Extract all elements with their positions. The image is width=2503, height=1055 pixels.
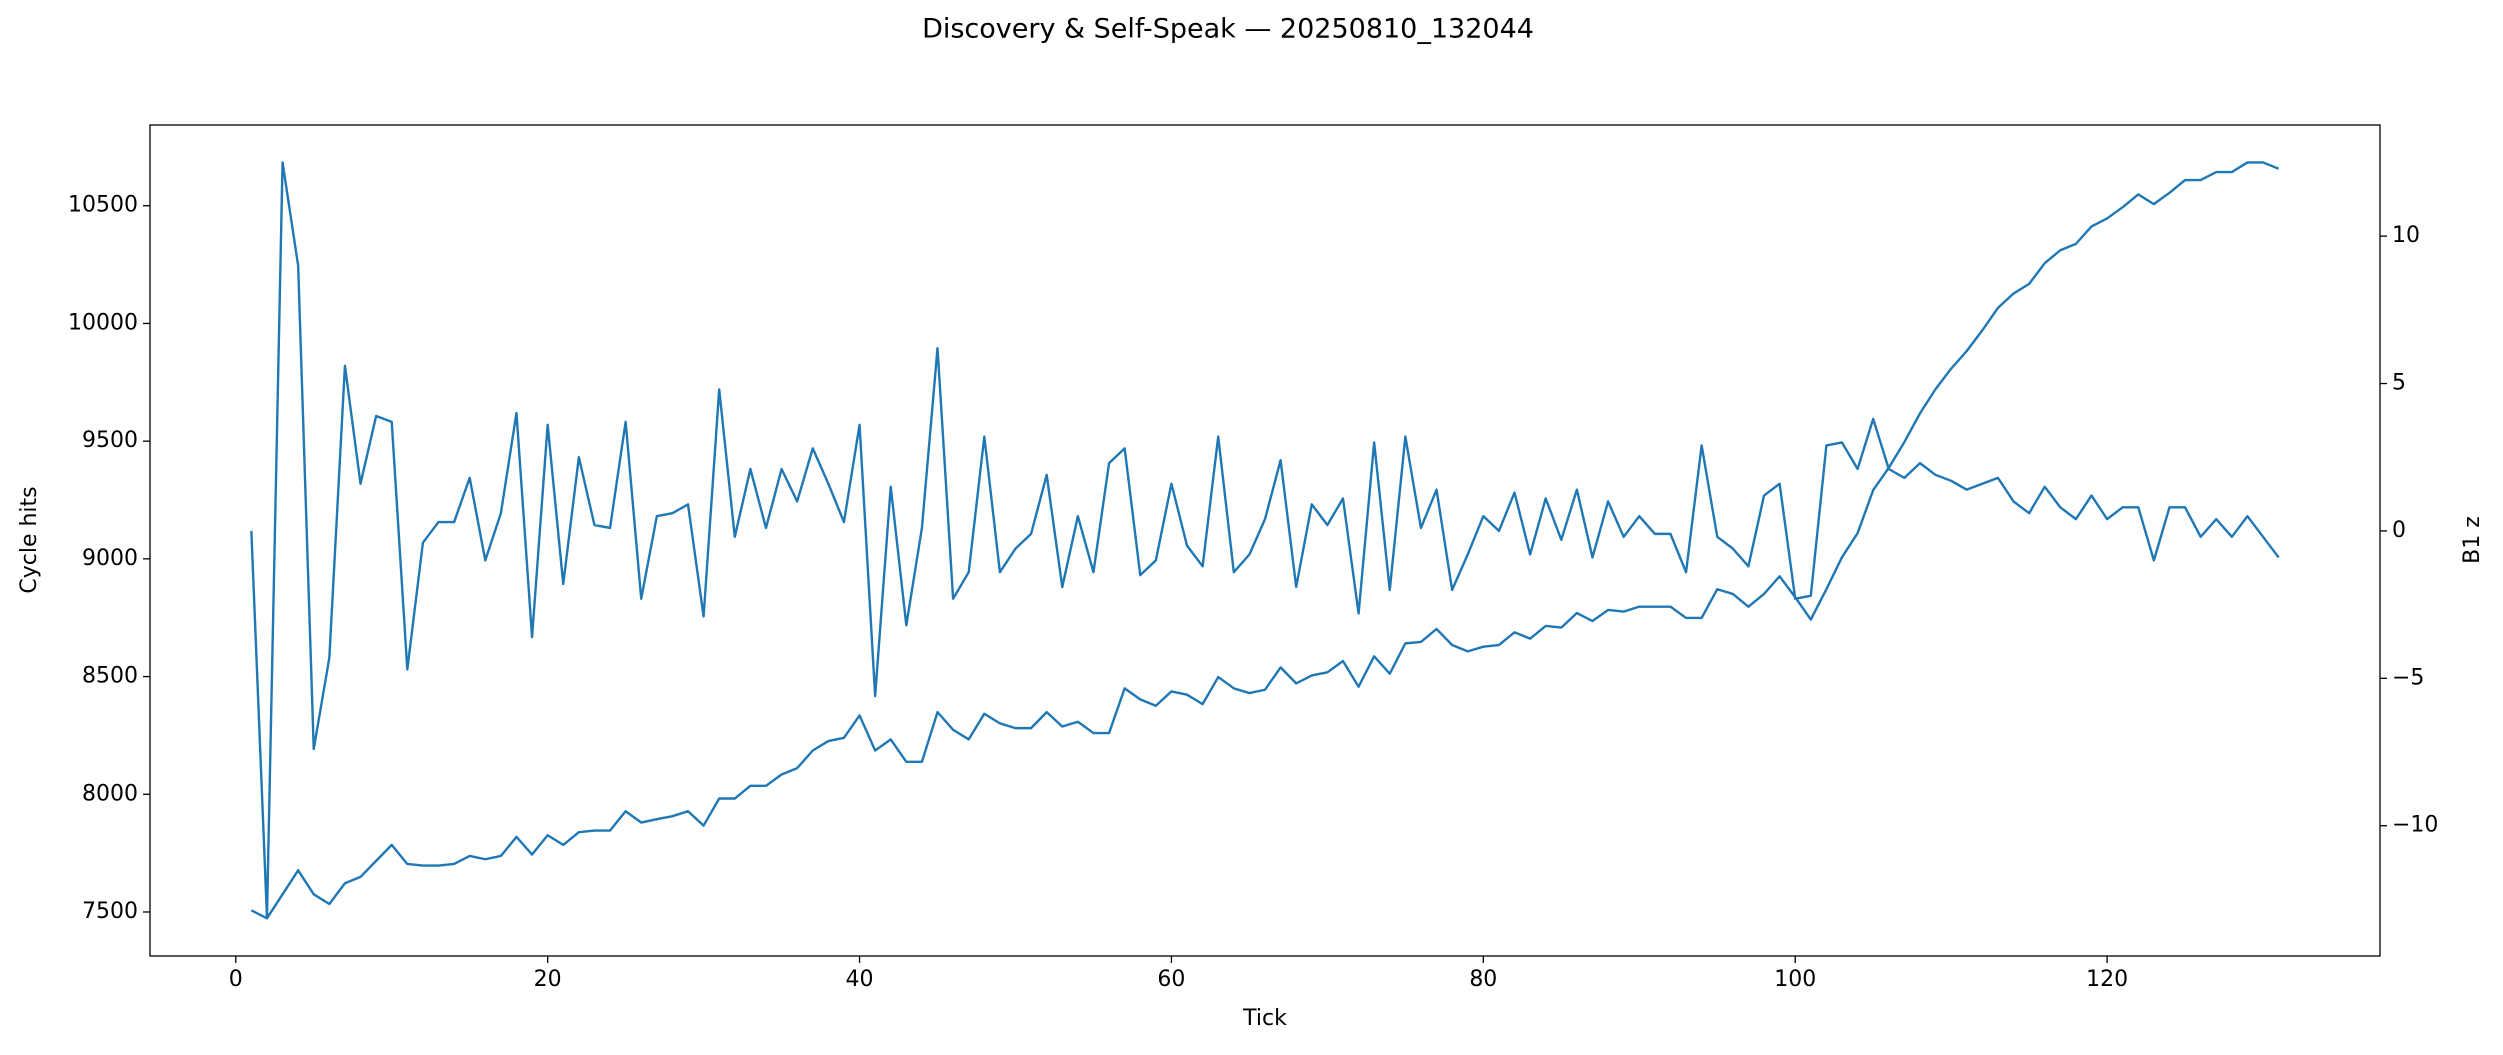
y-tick-label: 8000 [82,781,138,806]
data-line [250,161,2280,920]
y2-tick-label: 0 [2392,518,2406,543]
x-tick-label: 120 [2086,967,2128,992]
x-axis-label: Tick [1242,1006,1287,1031]
y-tick-label: 8500 [82,664,138,689]
y2-tick-label: −5 [2392,665,2424,690]
y2-tick-label: 10 [2392,223,2420,248]
y-tick-label: 7500 [82,899,138,924]
y2-tick-label: −10 [2392,813,2438,838]
x-tick-label: 60 [1157,967,1185,992]
chart-title: Discovery & Self-Speak — 20250810_132044 [922,14,1534,45]
y2-tick-label: 5 [2392,371,2406,396]
data-line [250,161,2280,919]
x-tick-label: 40 [846,967,874,992]
y-tick-label: 10000 [68,310,138,335]
x-tick-label: 100 [1774,967,1816,992]
x-tick-label: 20 [534,967,562,992]
x-tick-label: 0 [229,967,243,992]
y-axis-label: Cycle hits [17,486,42,593]
y-tick-label: 9500 [82,428,138,453]
y-tick-label: 10500 [68,193,138,218]
x-tick-label: 80 [1469,967,1497,992]
plot-frame [149,124,2381,957]
y-tick-label: 9000 [82,546,138,571]
y2-axis-label: B1 z [2460,516,2485,564]
